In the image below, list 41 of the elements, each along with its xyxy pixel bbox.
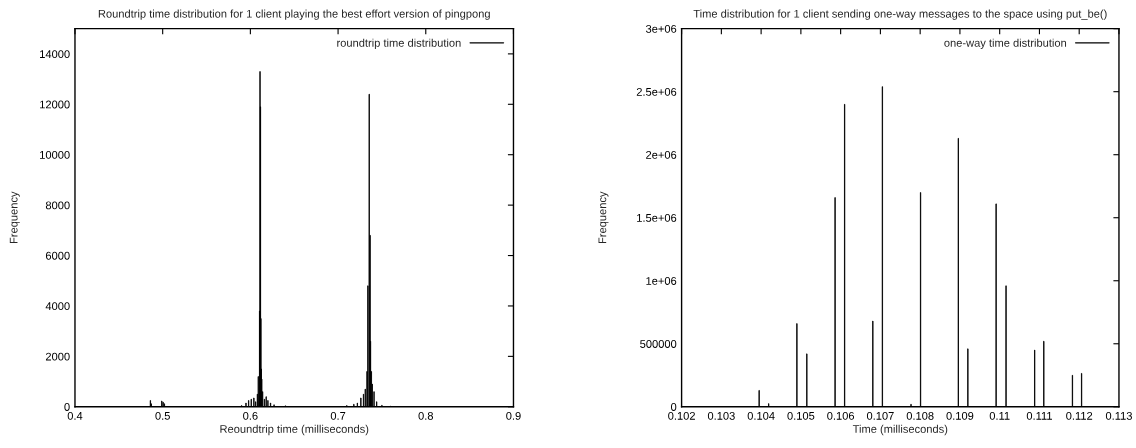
x-tick-label: 0.4 xyxy=(67,411,83,420)
x-tick-label: 0.7 xyxy=(330,411,346,420)
x-tick-label: 0.102 xyxy=(668,411,695,420)
x-tick-label: 0.109 xyxy=(946,411,974,420)
y-tick-label: 0 xyxy=(64,403,70,411)
x-tick-label: 0.9 xyxy=(506,411,521,420)
chart-title: Roundtrip time distribution for 1 client playing the best effort version of pingpong xyxy=(98,9,490,20)
x-tick-label: 0.105 xyxy=(787,411,815,420)
x-axis-title: Time (milliseconds) xyxy=(852,424,948,436)
y-tick-label: 1.5e+06 xyxy=(637,214,677,222)
x-tick-label: 0.103 xyxy=(707,411,735,420)
x-tick-label: 0.108 xyxy=(906,411,934,420)
y-tick-label: 3e+06 xyxy=(645,24,677,33)
y-tick-label: 6000 xyxy=(45,251,70,260)
y-tick-label: 10000 xyxy=(40,150,70,159)
legend-label: roundtrip time distribution xyxy=(337,38,461,50)
x-tick-label: 0.111 xyxy=(1026,411,1052,420)
chart-title: Time distribution for 1 client sending one-way messages to the space using put_be() xyxy=(693,9,1107,20)
y-tick-label: 2.5e+06 xyxy=(636,87,677,96)
y-tick-label: 12000 xyxy=(40,100,70,109)
y-tick-label: 8000 xyxy=(45,201,70,210)
y-tick-label: 500000 xyxy=(640,340,677,348)
y-axis-title: Frequency xyxy=(9,191,20,244)
y-tick-label: 14000 xyxy=(40,50,70,59)
y-tick-label: 0 xyxy=(670,403,677,411)
y-tick-label: 1e+06 xyxy=(646,277,677,285)
x-tick-label: 0.113 xyxy=(1105,411,1132,420)
x-tick-label: 0.5 xyxy=(155,411,170,420)
y-axis-title: Frequency xyxy=(598,191,609,244)
x-tick-label: 0.107 xyxy=(866,411,894,420)
x-tick-label: 0.11 xyxy=(989,411,1010,420)
x-tick-label: 0.6 xyxy=(243,411,258,420)
x-axis-title: Reoundtrip time (milliseconds) xyxy=(220,424,369,436)
legend-label: one-way time distribution xyxy=(944,38,1067,50)
x-tick-label: 0.104 xyxy=(747,411,775,420)
y-tick-label: 4000 xyxy=(45,302,70,311)
x-tick-label: 0.112 xyxy=(1066,411,1093,420)
y-tick-label: 2000 xyxy=(45,352,70,361)
x-tick-label: 0.8 xyxy=(418,411,434,420)
x-tick-label: 0.106 xyxy=(827,411,855,420)
y-tick-label: 2e+06 xyxy=(646,150,677,159)
